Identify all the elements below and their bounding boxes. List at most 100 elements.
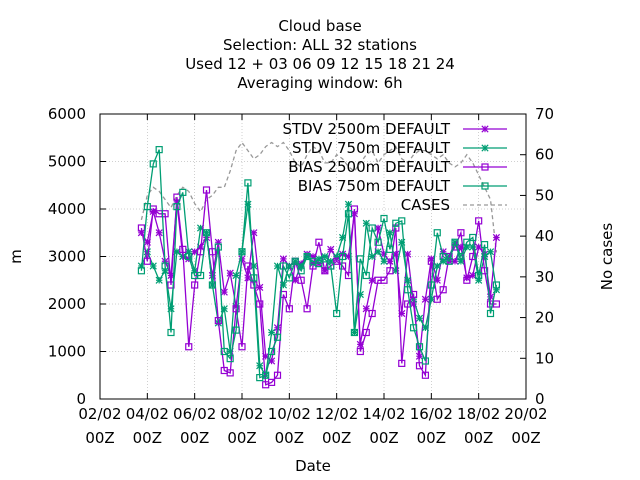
data-point (238, 248, 246, 256)
data-point (486, 248, 495, 256)
data-point (285, 262, 293, 270)
legend-label: BIAS 2500m DEFAULT (288, 158, 451, 176)
data-point (356, 347, 364, 356)
data-point (267, 378, 276, 386)
data-point (143, 257, 151, 265)
data-point (380, 276, 388, 284)
data-point (480, 241, 489, 249)
data-point (475, 217, 483, 225)
data-point (451, 257, 459, 265)
data-point (256, 300, 264, 308)
x-tick-label: 08/02 (220, 405, 263, 423)
data-point (421, 295, 430, 303)
data-point (173, 193, 181, 201)
data-point (262, 371, 270, 379)
data-point (362, 328, 370, 337)
y-tick-label: 0 (76, 390, 86, 408)
data-point (303, 305, 311, 313)
x-tick-label: 00Z (275, 429, 304, 447)
data-point (185, 252, 193, 261)
title-line: Used 12 + 03 06 09 12 15 18 21 24 (185, 55, 455, 73)
data-point (415, 362, 424, 370)
y2-tick-label: 10 (535, 349, 554, 367)
data-point (196, 271, 205, 280)
data-point (475, 271, 483, 280)
data-point (285, 305, 293, 313)
legend-label: CASES (401, 196, 450, 214)
y2-tick-label: 0 (535, 390, 545, 408)
x-tick-label: 06/02 (173, 405, 216, 423)
data-point (338, 252, 347, 261)
y-tick-label: 2000 (48, 295, 86, 313)
data-point (481, 182, 489, 190)
x-tick-label: 04/02 (126, 405, 169, 423)
x-axis-label: Date (295, 457, 331, 475)
data-point (421, 357, 430, 365)
data-point (463, 238, 471, 246)
data-point (137, 267, 146, 275)
data-point (167, 281, 175, 289)
series-line (140, 189, 497, 386)
data-point (333, 309, 341, 318)
data-point (149, 262, 157, 270)
x-tick-label: 00Z (464, 429, 493, 447)
data-point (238, 343, 246, 351)
data-point (433, 229, 441, 237)
x-tick-label: 00Z (511, 429, 540, 447)
data-point (202, 229, 211, 237)
data-point (398, 217, 406, 225)
x-tick-label: 20/02 (504, 405, 547, 423)
series-1 (137, 200, 501, 379)
data-point (374, 238, 382, 246)
data-point (315, 238, 323, 246)
data-point (214, 317, 222, 325)
data-point (137, 224, 146, 232)
data-point (250, 274, 258, 282)
legend-label: STDV 750m DEFAULT (292, 139, 451, 157)
data-point (232, 271, 240, 280)
data-point (380, 257, 388, 265)
data-point (173, 203, 181, 211)
y-tick-label: 1000 (48, 343, 86, 361)
data-point (350, 205, 359, 213)
data-point (451, 238, 459, 246)
data-point (344, 200, 353, 208)
data-point (202, 186, 211, 194)
data-point (256, 283, 264, 291)
x-tick-label: 10/02 (268, 405, 311, 423)
y2-tick-label: 40 (535, 227, 554, 245)
data-point (208, 248, 217, 256)
y2-tick-label: 20 (535, 309, 554, 327)
data-point (244, 262, 252, 270)
data-point (273, 262, 282, 270)
data-point (161, 262, 169, 270)
data-point (404, 250, 412, 258)
data-point (380, 214, 388, 223)
data-point (481, 163, 489, 171)
data-point (398, 359, 406, 367)
data-point (445, 257, 453, 265)
data-point (427, 281, 435, 289)
data-point (327, 245, 335, 253)
data-point (469, 233, 477, 242)
data-point (415, 343, 424, 351)
data-point (143, 203, 151, 211)
data-point (273, 371, 282, 379)
y2-tick-label: 30 (535, 268, 554, 286)
data-point (338, 262, 347, 270)
data-point (226, 369, 234, 377)
x-tick-label: 18/02 (457, 405, 500, 423)
data-point (285, 274, 293, 282)
legend-label: STDV 2500m DEFAULT (282, 120, 450, 138)
data-point (267, 328, 276, 337)
data-point (327, 262, 335, 270)
y2-tick-label: 70 (535, 105, 554, 123)
data-point (480, 267, 489, 275)
data-point (333, 257, 341, 265)
x-tick-label: 00Z (133, 429, 162, 447)
data-point (179, 188, 187, 196)
data-point (244, 274, 252, 282)
data-point (167, 328, 175, 337)
legend-label: BIAS 750m DEFAULT (298, 177, 451, 195)
